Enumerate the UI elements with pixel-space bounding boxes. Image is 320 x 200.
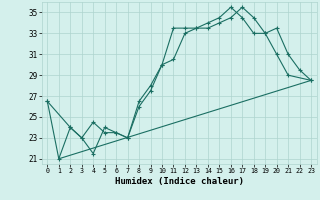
X-axis label: Humidex (Indice chaleur): Humidex (Indice chaleur) <box>115 177 244 186</box>
